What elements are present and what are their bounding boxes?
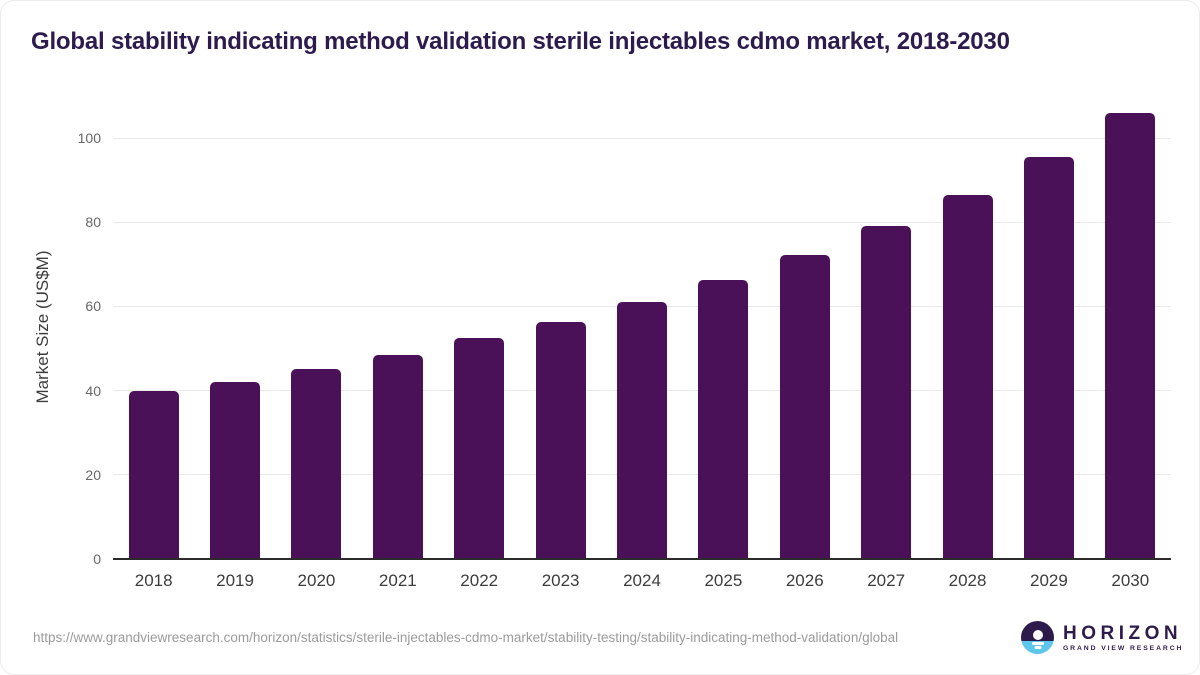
logo-text: HORIZON GRAND VIEW RESEARCH: [1063, 622, 1184, 652]
x-tick-label-2027: 2027: [867, 571, 906, 590]
x-tick-label-2025: 2025: [704, 571, 743, 590]
bar-2020[interactable]: [291, 369, 342, 559]
sun-reflection-line: [1034, 646, 1041, 649]
x-tick-label-2021: 2021: [378, 571, 417, 590]
y-tick-label-100: 100: [77, 130, 101, 147]
bar-2026[interactable]: [779, 254, 830, 559]
logo-subtitle: GRAND VIEW RESEARCH: [1063, 644, 1184, 652]
bar-2018[interactable]: [128, 391, 179, 559]
bar-2025[interactable]: [698, 279, 749, 559]
x-tick-label-2028: 2028: [948, 571, 987, 590]
bar-2028[interactable]: [942, 195, 993, 559]
bar-2021[interactable]: [372, 354, 423, 559]
y-tick-label-60: 60: [85, 298, 101, 315]
x-tick-label-2020: 2020: [297, 571, 336, 590]
x-axis-line: [113, 558, 1171, 560]
y-tick-label-40: 40: [85, 382, 101, 399]
sun-dot: [1032, 629, 1043, 640]
x-tick-label-2026: 2026: [785, 571, 824, 590]
bar-2019[interactable]: [210, 382, 261, 559]
y-tick-label-80: 80: [85, 214, 101, 231]
chart-title: Global stability indicating method valid…: [31, 28, 1010, 55]
sunrise-icon: [1021, 621, 1054, 654]
bar-2022[interactable]: [454, 338, 505, 559]
x-tick-label-2023: 2023: [541, 571, 580, 590]
x-tick-label-2030: 2030: [1111, 571, 1150, 590]
horizon-logo: HORIZON GRAND VIEW RESEARCH: [1021, 621, 1183, 654]
x-tick-label-2029: 2029: [1030, 571, 1068, 590]
gridline-y-80: [113, 221, 1171, 223]
bar-2024[interactable]: [617, 302, 667, 559]
x-tick-label-2018: 2018: [134, 571, 173, 590]
x-tick-label-2022: 2022: [460, 571, 499, 590]
bar-2029[interactable]: [1023, 157, 1074, 559]
source-url: https://www.grandviewresearch.com/horizo…: [33, 630, 899, 645]
x-tick-label-2019: 2019: [216, 571, 254, 590]
logo-name: HORIZON: [1063, 622, 1183, 644]
sun-reflection-line: [1031, 642, 1044, 645]
gridline-y-100: [113, 137, 1171, 139]
x-tick-label-2024: 2024: [623, 571, 661, 590]
y-tick-label-0: 0: [93, 551, 101, 567]
bar-2027[interactable]: [861, 226, 912, 559]
y-tick-label-20: 20: [85, 466, 101, 483]
bar-2023[interactable]: [535, 322, 586, 559]
bar-2030[interactable]: [1105, 112, 1156, 559]
